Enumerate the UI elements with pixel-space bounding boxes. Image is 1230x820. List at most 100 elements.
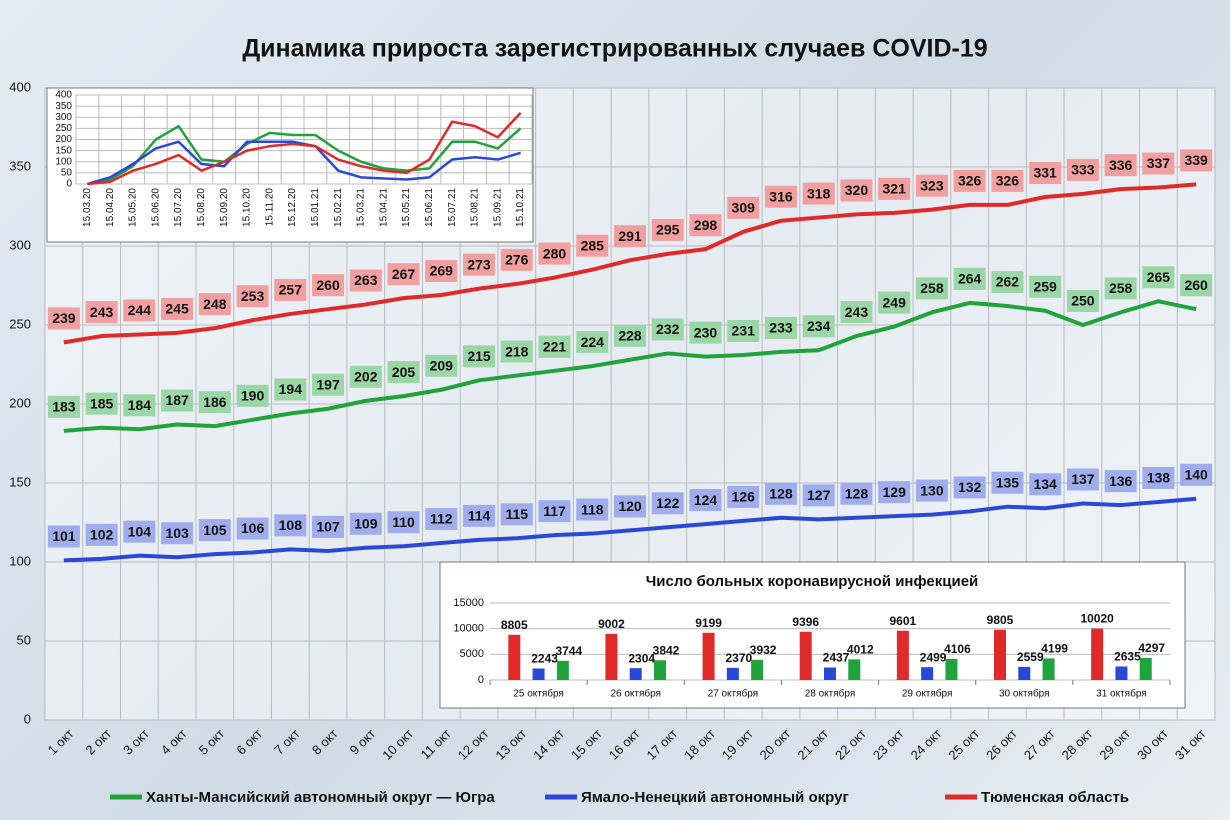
x-tick-label: 14 окт: [530, 726, 567, 763]
x-tick-label: 25 окт: [945, 726, 982, 763]
data-label-box: [802, 484, 835, 507]
x-tick-label: 7 окт: [271, 726, 303, 758]
x-tick-label: 9 окт: [347, 726, 379, 758]
x-tick-label: 28 октября: [805, 688, 856, 700]
bar: [605, 633, 618, 680]
x-tick-label: 18 окт: [681, 726, 718, 763]
data-label-box: [915, 277, 948, 300]
series-line: [87, 111, 522, 186]
data-label: 187: [165, 392, 189, 408]
data-label: 109: [354, 515, 378, 531]
x-tick-label: 31 окт: [1172, 726, 1209, 763]
data-label-box: [85, 392, 118, 415]
bar: [896, 630, 909, 680]
data-label-box: [161, 522, 194, 545]
data-label-box: [1029, 275, 1062, 298]
data-label: 285: [581, 237, 605, 253]
y-tick-label: 50: [17, 632, 31, 647]
data-label-box: [538, 242, 571, 265]
bar-chart: 0 5000 10000 15000 25 октября 26 октября 27 ок…: [453, 597, 1171, 700]
data-label: 135: [996, 474, 1020, 490]
data-label: 183: [52, 399, 76, 415]
data-label-box: [614, 324, 646, 347]
data-label: 132: [958, 479, 982, 495]
data-label: 3932: [750, 643, 777, 657]
data-label: 104: [128, 523, 152, 539]
x-tick-label: 15.05.21: [401, 188, 412, 227]
data-label: 209: [430, 357, 454, 373]
bar: [1115, 666, 1128, 680]
y-tick-label: 100: [55, 156, 72, 167]
data-label-box: [1029, 473, 1062, 496]
data-label-box: [840, 301, 873, 324]
data-label: 316: [769, 188, 793, 204]
data-label: 4012: [847, 643, 874, 657]
data-label: 239: [52, 310, 76, 326]
inset-bar-box: [439, 561, 1186, 709]
y-tick-label: 150: [55, 145, 72, 156]
data-label-box: [1066, 158, 1099, 181]
data-label-box: [123, 394, 156, 417]
y-tick-label: 400: [55, 90, 72, 101]
x-tick-label: 26 окт: [983, 726, 1020, 763]
data-label: 257: [279, 282, 303, 298]
data-label: 202: [354, 369, 378, 385]
x-tick-label: 27 октября: [708, 688, 759, 700]
y-tick-label: 150: [9, 474, 31, 489]
x-tick-label: 28 окт: [1059, 726, 1096, 763]
data-label: 114: [468, 508, 491, 524]
data-label: 4199: [1041, 642, 1068, 656]
y-tick-label: 400: [9, 79, 31, 94]
data-label: 127: [807, 487, 831, 503]
x-tick-label: 15.06.20: [150, 188, 161, 227]
x-tick-label: 15.01.21: [310, 188, 321, 227]
x-tick-label: 11 окт: [418, 726, 454, 762]
data-label: 126: [732, 489, 756, 505]
x-tick-label: 24 окт: [908, 726, 945, 763]
data-label-box: [463, 253, 496, 276]
x-tick-label: 13 окт: [492, 726, 529, 763]
data-label-box: [312, 274, 345, 297]
data-label-box: [500, 340, 533, 363]
x-tick-label: 15.08.20: [196, 188, 207, 227]
data-label-box: [991, 271, 1024, 294]
data-label-box: [614, 495, 646, 518]
legend-label: Ямало-Ненецкий автономный округ: [581, 789, 849, 806]
bar: [556, 660, 569, 680]
y-tick-label: 100: [9, 553, 31, 568]
legend-label: Тюменская область: [981, 789, 1129, 806]
x-tick-label: 15.10.21: [515, 188, 526, 227]
y-tick-label: 300: [9, 237, 31, 252]
y-tick-label: 300: [55, 112, 72, 123]
bar: [799, 631, 812, 680]
data-label-box: [1066, 468, 1099, 491]
bar: [751, 659, 764, 680]
data-label: 298: [694, 217, 718, 233]
x-tick-label: 6 окт: [233, 726, 265, 758]
data-label: 280: [543, 245, 567, 261]
data-label: 218: [505, 343, 529, 359]
data-label: 269: [430, 263, 454, 279]
data-label: 264: [958, 271, 982, 287]
data-label: 2304: [628, 651, 655, 665]
data-label: 234: [807, 318, 831, 334]
data-label: 265: [1147, 269, 1171, 285]
x-tick-label: 15.09.20: [219, 188, 230, 227]
data-label-box: [85, 523, 118, 546]
x-tick-label: 15.03.21: [356, 188, 367, 227]
bar: [1018, 666, 1031, 680]
y-tick-label: 15000: [453, 597, 484, 609]
data-label: 137: [1071, 471, 1095, 487]
data-label-box: [576, 498, 609, 521]
bar: [1091, 628, 1104, 680]
data-label-box: [236, 384, 269, 407]
data-label: 184: [128, 397, 152, 413]
bar: [532, 668, 545, 680]
data-label: 102: [90, 527, 114, 543]
data-label: 232: [656, 321, 680, 337]
data-label-box: [312, 515, 345, 538]
data-label-box: [1180, 149, 1213, 172]
x-tick-label: 22 окт: [832, 726, 869, 763]
chart-title: Динамика прироста зарегистрированных слу…: [242, 35, 987, 63]
x-tick-label: 26 октября: [610, 688, 661, 700]
